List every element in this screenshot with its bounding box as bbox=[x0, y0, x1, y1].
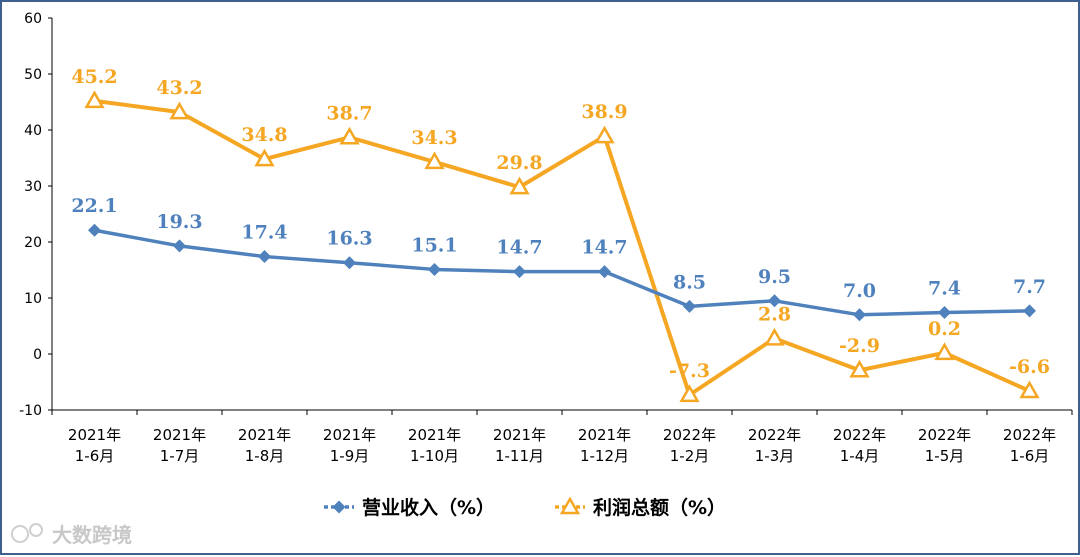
series-0-data-label: 15.1 bbox=[411, 234, 457, 256]
y-tick-label: 40 bbox=[24, 123, 42, 139]
series-0-point bbox=[343, 256, 356, 270]
series-1-point bbox=[84, 90, 105, 109]
series-1-point bbox=[254, 148, 275, 167]
series-0-data-label: 14.7 bbox=[496, 237, 542, 259]
series-1-point bbox=[934, 342, 955, 361]
x-tick-label-period: 1-8月 bbox=[245, 447, 285, 465]
series-0-point bbox=[88, 223, 101, 237]
y-tick-label: 20 bbox=[24, 235, 42, 251]
series-0-data-label: 22.1 bbox=[71, 195, 117, 217]
series-0-point bbox=[598, 265, 611, 279]
series-1-data-label: 29.8 bbox=[496, 152, 542, 174]
series-0-point bbox=[513, 265, 526, 279]
series-1-point bbox=[849, 359, 870, 378]
x-tick-label-period: 1-9月 bbox=[330, 447, 370, 465]
watermark-text: 大数跨境 bbox=[52, 523, 132, 547]
series-1-point bbox=[1019, 380, 1040, 399]
series-1-point bbox=[424, 151, 445, 170]
x-tick-label-year: 2022年 bbox=[663, 426, 716, 444]
y-tick-label: -10 bbox=[19, 403, 42, 419]
series-1-point bbox=[169, 101, 190, 120]
watermark-logo-icon bbox=[11, 523, 43, 543]
y-tick-label: 10 bbox=[24, 291, 42, 307]
x-tick-label-period: 1-4月 bbox=[840, 447, 880, 465]
x-tick-label-period: 1-6月 bbox=[75, 447, 115, 465]
series-0-data-label: 8.5 bbox=[673, 271, 706, 293]
series-0-data-label: 19.3 bbox=[156, 211, 202, 233]
x-axis-tick-labels: 2021年 1-6月 2021年 1-7月 2021年 1-8月 2021年 1-9月 2021… bbox=[68, 426, 1056, 465]
series-0-point bbox=[938, 306, 951, 320]
y-tick-label: 60 bbox=[24, 11, 42, 27]
series-1-data-label: 38.9 bbox=[581, 101, 627, 123]
series-1-data-label: 2.8 bbox=[758, 303, 791, 325]
series-0-point bbox=[1023, 304, 1036, 318]
series-1-data-label: 38.7 bbox=[326, 102, 372, 124]
x-tick-label-year: 2022年 bbox=[1003, 426, 1056, 444]
x-tick-label-period: 1-10月 bbox=[410, 447, 459, 465]
series-1-data-label: -2.9 bbox=[839, 335, 880, 357]
legend: 营业收入（%） 利润总额（%） bbox=[324, 496, 726, 519]
x-tick-label-year: 2021年 bbox=[68, 426, 121, 444]
series-0-point bbox=[768, 294, 781, 308]
x-tick-label-year: 2021年 bbox=[238, 426, 291, 444]
series-1-data-label: 45.2 bbox=[71, 66, 117, 88]
x-tick-label-year: 2021年 bbox=[408, 426, 461, 444]
y-tick-label: 0 bbox=[33, 347, 42, 363]
x-tick-label-year: 2021年 bbox=[578, 426, 631, 444]
series-1-data-label: 0.2 bbox=[928, 318, 961, 340]
legend-swatch-marker-1 bbox=[559, 496, 581, 515]
y-axis-tick-labels: -10 0 10 20 30 40 50 60 bbox=[19, 11, 42, 419]
series-0-data-label: 7.7 bbox=[1013, 276, 1046, 298]
x-tick-label-year: 2022年 bbox=[918, 426, 971, 444]
x-tick-label-period: 1-3月 bbox=[755, 447, 795, 465]
series-0-data-label: 7.0 bbox=[843, 280, 876, 302]
x-tick-label-period: 1-6月 bbox=[1010, 447, 1050, 465]
series-0-data-label: 14.7 bbox=[581, 237, 627, 259]
x-tick-label-period: 1-12月 bbox=[580, 447, 629, 465]
legend-label-0: 营业收入（%） bbox=[362, 496, 495, 519]
series-1-data-label: -6.6 bbox=[1009, 356, 1050, 378]
series-1-data-label: -7.3 bbox=[669, 360, 710, 382]
x-tick-label-year: 2021年 bbox=[493, 426, 546, 444]
series-lines bbox=[94, 98, 1031, 397]
legend-swatch-marker-0 bbox=[332, 500, 346, 514]
axes bbox=[48, 17, 1073, 415]
watermark: 大数跨境 bbox=[11, 523, 132, 547]
series-1-point bbox=[339, 126, 360, 145]
x-tick-label-year: 2022年 bbox=[748, 426, 801, 444]
x-tick-label-period: 1-5月 bbox=[925, 447, 965, 465]
series-markers bbox=[84, 90, 1040, 403]
y-tick-label: 30 bbox=[24, 179, 42, 195]
x-tick-label-year: 2021年 bbox=[323, 426, 376, 444]
legend-label-1: 利润总额（%） bbox=[593, 496, 726, 519]
x-tick-label-period: 1-11月 bbox=[495, 447, 544, 465]
series-1-data-label: 43.2 bbox=[156, 77, 202, 99]
series-0-data-label: 9.5 bbox=[758, 266, 791, 288]
x-tick-label-period: 1-2月 bbox=[670, 447, 710, 465]
series-0-point bbox=[428, 262, 441, 276]
data-labels: 22.1 19.3 17.4 16.3 15.1 14.7 14.7 8.5 9.5 7.0 7.4… bbox=[71, 66, 1050, 382]
series-1-point bbox=[509, 176, 530, 195]
series-line-0 bbox=[94, 228, 1030, 317]
x-tick-label-year: 2022年 bbox=[833, 426, 886, 444]
series-1-data-label: 34.3 bbox=[411, 127, 457, 149]
series-0-data-label: 17.4 bbox=[241, 222, 287, 244]
series-1-point bbox=[764, 327, 785, 346]
y-tick-label: 50 bbox=[24, 67, 42, 83]
series-0-point bbox=[173, 239, 186, 253]
series-0-point bbox=[683, 299, 696, 313]
series-0-point bbox=[258, 250, 271, 264]
series-line-1 bbox=[94, 98, 1031, 397]
series-1-point bbox=[594, 125, 615, 144]
series-0-data-label: 16.3 bbox=[326, 228, 372, 250]
series-0-point bbox=[853, 308, 866, 322]
x-tick-label-period: 1-7月 bbox=[160, 447, 200, 465]
x-tick-label-year: 2021年 bbox=[153, 426, 206, 444]
series-1-data-label: 34.8 bbox=[241, 124, 287, 146]
series-1-point bbox=[679, 384, 700, 403]
series-0-data-label: 7.4 bbox=[928, 278, 961, 300]
